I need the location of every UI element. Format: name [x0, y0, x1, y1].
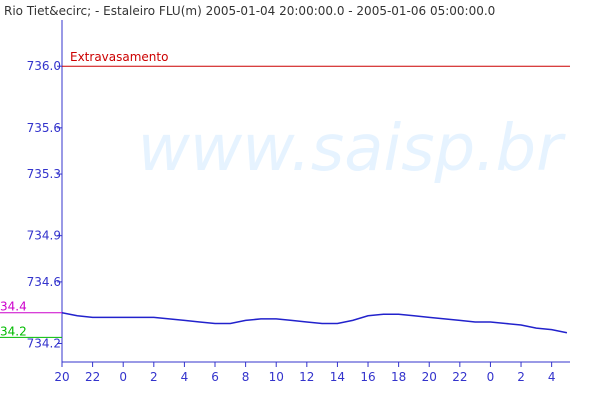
reference-label: Extravasamento — [70, 50, 168, 64]
x-tick-label: 10 — [269, 370, 284, 384]
x-tick-label: 2 — [150, 370, 158, 384]
data-line — [61, 311, 568, 334]
x-tick-label: 18 — [391, 370, 406, 384]
y-tick-label: 735.3 — [27, 167, 61, 181]
chart-title: Rio Tiet&ecirc; - Estaleiro FLU(m) 2005-… — [4, 4, 495, 18]
watermark: www.saisp.br — [138, 112, 567, 186]
x-tick-label: 20 — [422, 370, 437, 384]
x-tick-label: 4 — [548, 370, 556, 384]
y-tick-label: 734.6 — [27, 275, 61, 289]
reference-label: 34.2 — [0, 324, 27, 338]
x-tick-label: 4 — [181, 370, 189, 384]
x-tick-label: 22 — [452, 370, 467, 384]
reference-label: 34.4 — [0, 300, 27, 314]
x-tick-label: 14 — [330, 370, 345, 384]
x-tick-label: 0 — [119, 370, 127, 384]
x-tick-label: 20 — [54, 370, 69, 384]
y-tick-label: 735.6 — [27, 121, 61, 135]
x-tick-label: 12 — [299, 370, 314, 384]
x-tick-label: 8 — [242, 370, 250, 384]
y-tick-label: 734.2 — [27, 337, 61, 351]
x-tick-label: 16 — [360, 370, 375, 384]
x-tick-label: 22 — [85, 370, 100, 384]
y-tick-label: 734.9 — [27, 229, 61, 243]
x-tick-label: 2 — [517, 370, 525, 384]
x-tick-label: 0 — [487, 370, 495, 384]
x-tick-label: 6 — [211, 370, 219, 384]
y-tick-label: 736.0 — [27, 59, 61, 73]
